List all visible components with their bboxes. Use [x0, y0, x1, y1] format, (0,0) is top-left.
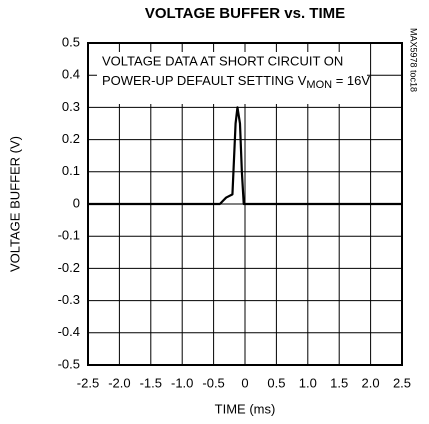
- x-tick-label: -2.0: [108, 375, 130, 390]
- y-tick-label: 0.1: [62, 163, 80, 178]
- annotation-text: = 16V: [332, 73, 370, 88]
- y-tick-label: -0.1: [58, 228, 80, 243]
- annotation-text: POWER-UP DEFAULT SETTING V: [102, 73, 307, 88]
- x-tick-label: 0: [241, 375, 248, 390]
- y-tick-label: 0: [73, 195, 80, 210]
- x-axis-label: TIME (ms): [215, 401, 276, 416]
- y-tick-label: -0.2: [58, 260, 80, 275]
- y-axis-label: VOLTAGE BUFFER (V): [7, 136, 22, 272]
- x-tick-label: -0.5: [202, 375, 224, 390]
- y-tick-label: 0.2: [62, 131, 80, 146]
- x-tick-label: -1.0: [171, 375, 193, 390]
- x-tick-label: 1.5: [330, 375, 348, 390]
- y-tick-label: 0.4: [62, 67, 80, 82]
- annotation-bg: [97, 52, 367, 104]
- x-tick-label: 0.5: [267, 375, 285, 390]
- side-note: MAX5978 toc18: [409, 28, 419, 92]
- x-tick-label: -2.5: [77, 375, 99, 390]
- x-tick-label: 1.0: [299, 375, 317, 390]
- data-line: [88, 106, 402, 206]
- x-tick-label: 2.0: [362, 375, 380, 390]
- x-tick-label: 2.5: [393, 375, 411, 390]
- y-tick-label: -0.5: [58, 356, 80, 371]
- annotation: VOLTAGE DATA AT SHORT CIRCUIT ON: [102, 53, 343, 68]
- y-tick-label: -0.4: [58, 324, 80, 339]
- chart-title: VOLTAGE BUFFER vs. TIME: [145, 5, 345, 22]
- x-tick-label: -1.5: [140, 375, 162, 390]
- y-tick-label: 0.3: [62, 99, 80, 114]
- annotation-sub: MON: [306, 79, 332, 91]
- y-tick-label: 0.5: [62, 34, 80, 49]
- y-tick-label: -0.3: [58, 292, 80, 307]
- annotation: POWER-UP DEFAULT SETTING VMON = 16V: [102, 73, 370, 90]
